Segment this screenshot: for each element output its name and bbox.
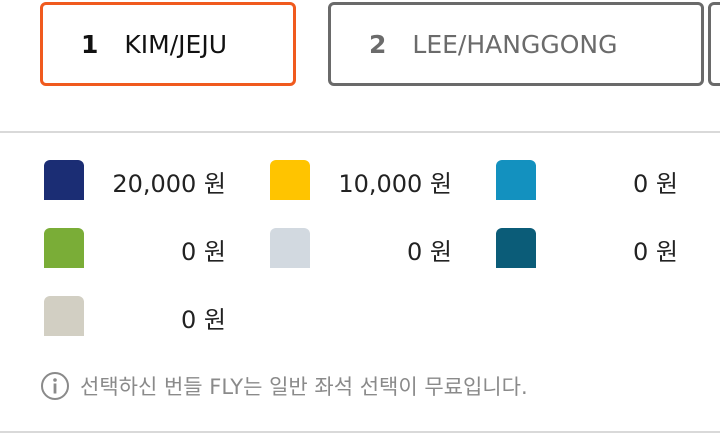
seat-price: 10,000 원 [338,170,452,198]
seat-color-swatch [44,160,84,200]
seat-price: 20,000 원 [112,170,226,198]
seat-fare-legend-item: 10,000 원 [270,160,452,200]
notice-text: 선택하신 번들 FLY는 일반 좌석 선택이 무료입니다. [80,375,528,399]
seat-color-swatch [44,228,84,268]
seat-color-swatch [44,296,84,336]
seat-fare-legend-item: 0 원 [496,160,678,200]
seat-color-swatch [270,228,310,268]
seat-price: 0 원 [633,238,678,266]
info-icon [41,372,69,400]
seat-price: 0 원 [181,238,226,266]
passenger-name: LEE/HANGGONG [412,29,618,59]
seat-fare-legend-item: 0 원 [44,296,226,336]
seat-color-swatch [270,160,310,200]
divider [0,431,720,433]
seat-selection-notice: 선택하신 번들 FLY는 일반 좌석 선택이 무료입니다. [40,370,528,402]
seat-price: 0 원 [181,306,226,334]
seat-price: 0 원 [407,238,452,266]
seat-price: 0 원 [633,170,678,198]
seat-color-swatch [496,228,536,268]
seat-fare-legend-item: 0 원 [270,228,452,268]
seat-color-swatch [496,160,536,200]
passenger-name: KIM/JEJU [124,29,228,59]
divider [0,131,720,133]
passenger-number: 2 [369,29,387,59]
passenger-tab-1[interactable]: 1 KIM/JEJU [40,2,296,86]
seat-fare-legend-item: 0 원 [44,228,226,268]
seat-fare-legend-item: 0 원 [496,228,678,268]
passenger-tab-3[interactable] [708,2,720,86]
passenger-number: 1 [81,29,99,59]
seat-fare-legend-item: 20,000 원 [44,160,226,200]
passenger-tab-2[interactable]: 2 LEE/HANGGONG [328,2,704,86]
